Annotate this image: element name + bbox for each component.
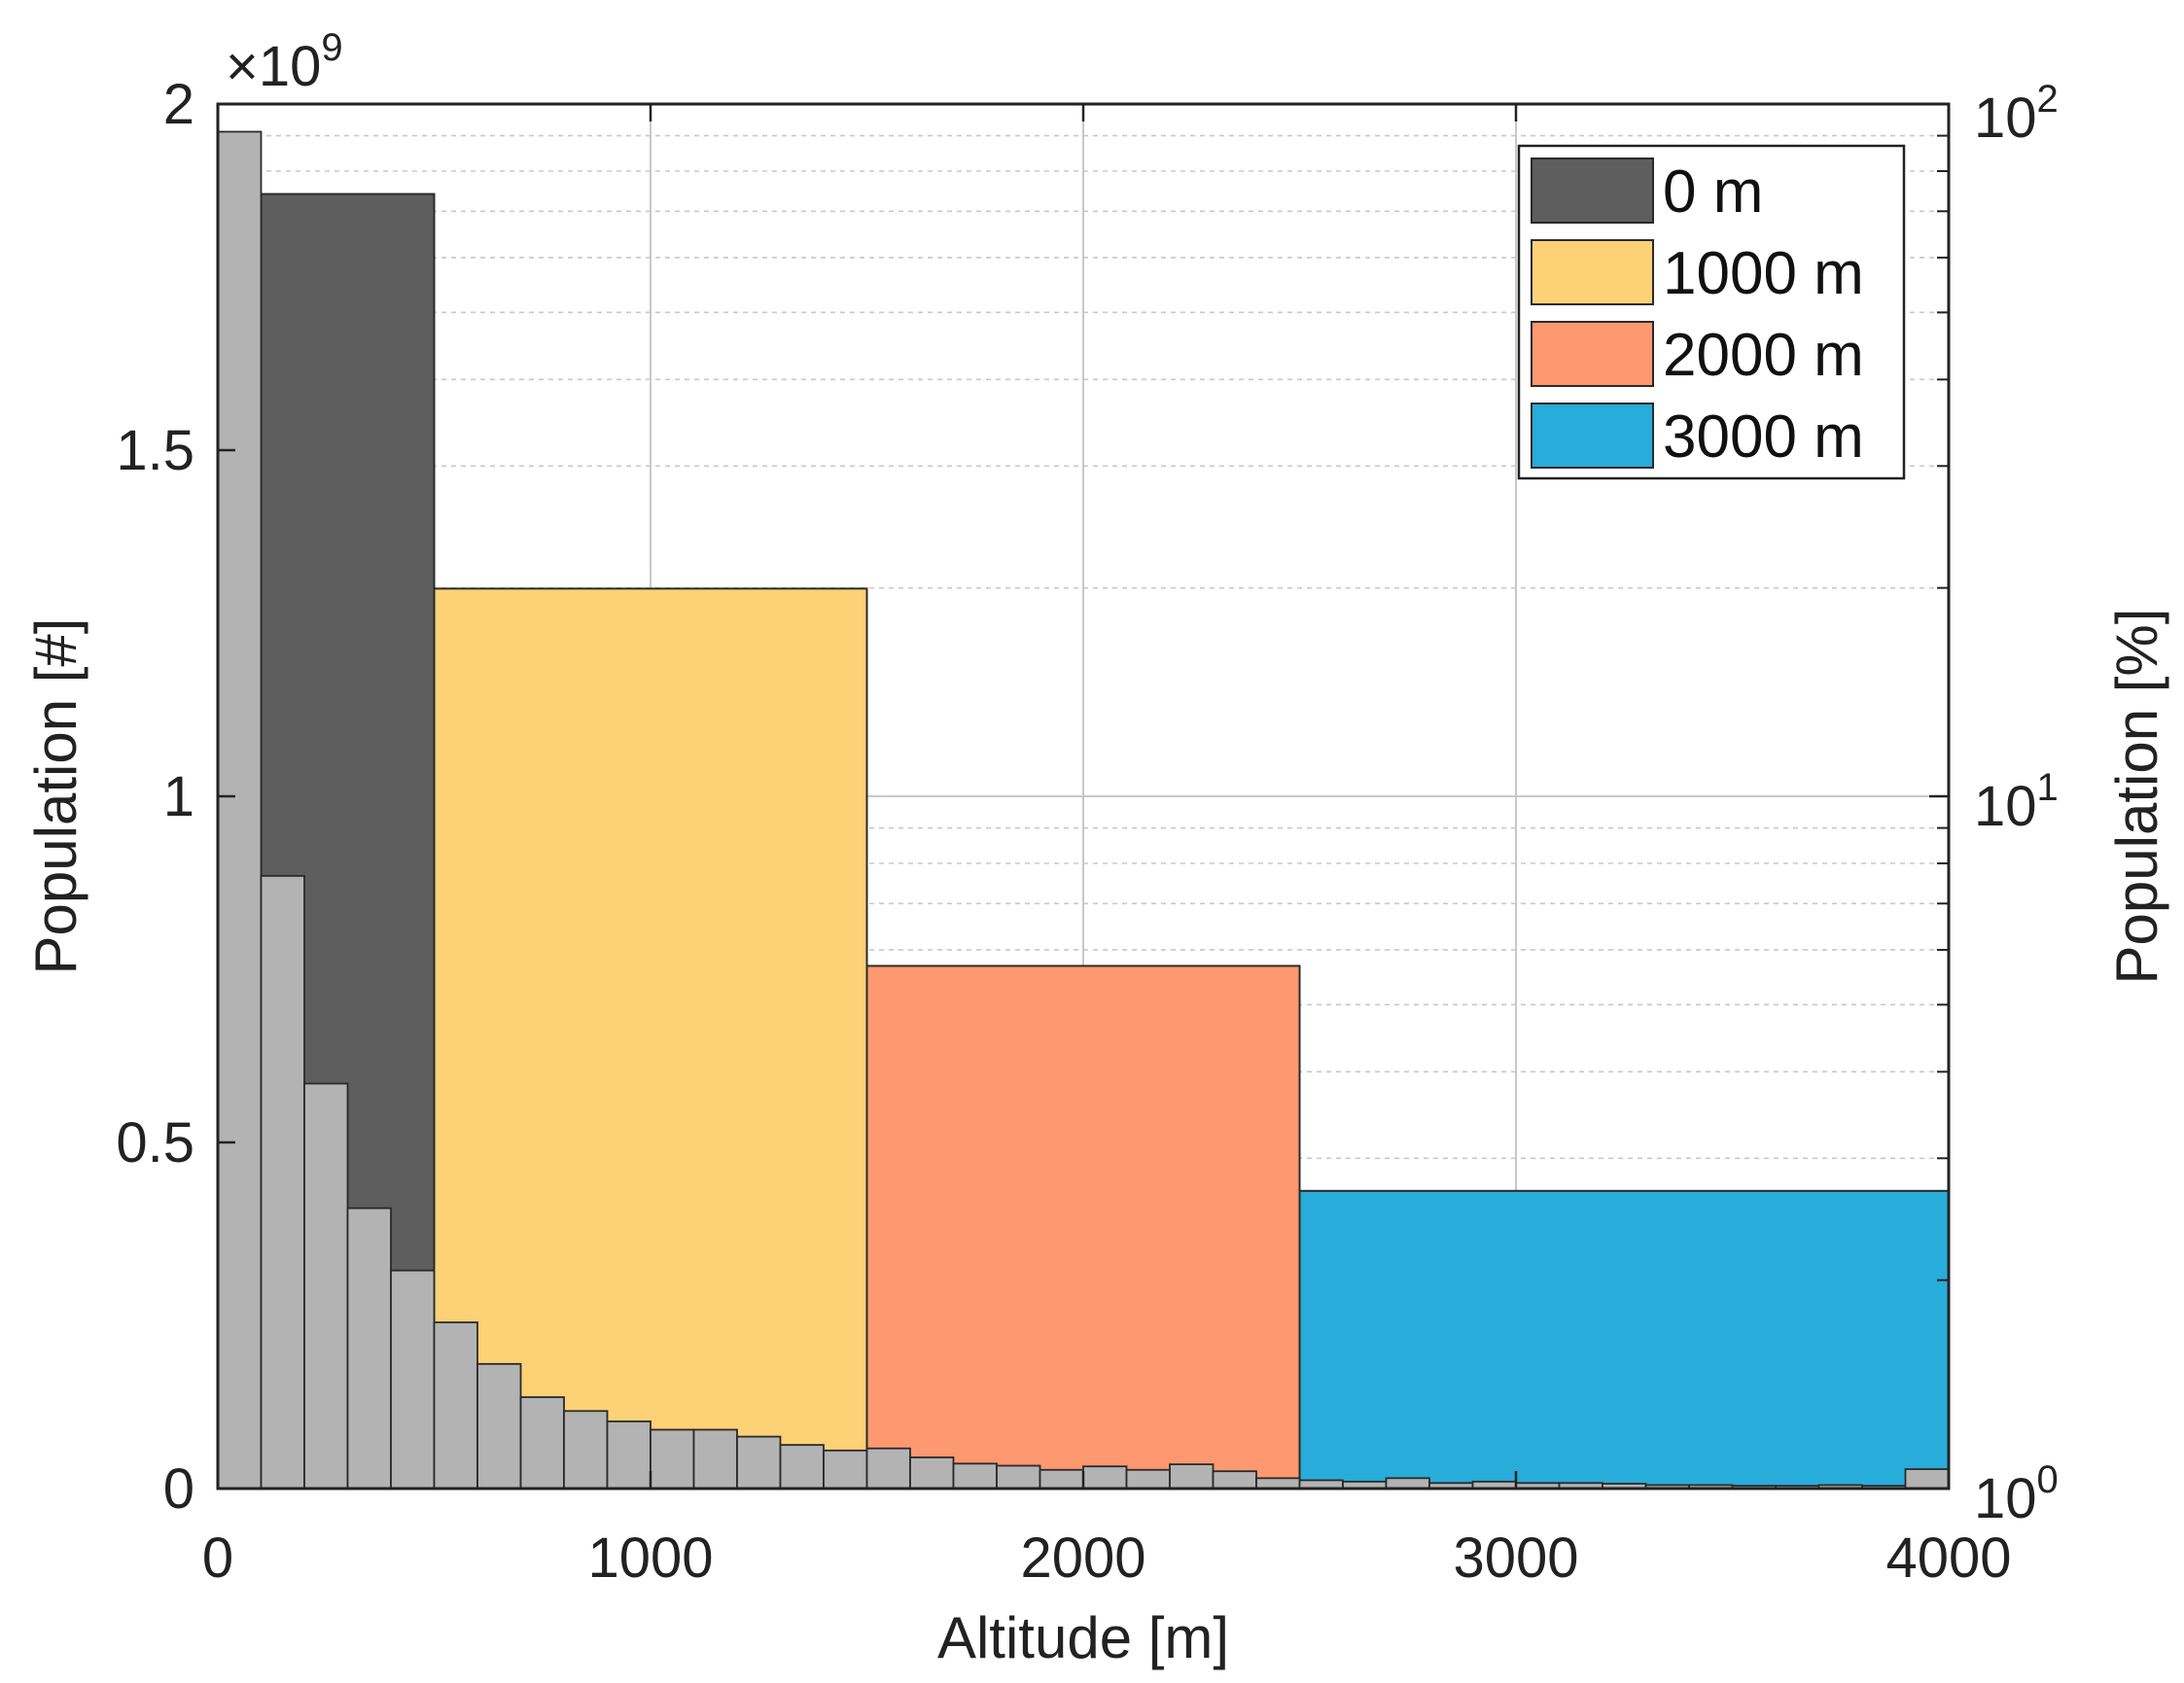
- y-tick-label: 2: [163, 73, 194, 136]
- legend-label-2000m: 2000 m: [1663, 322, 1864, 389]
- legend-label-3000m: 3000 m: [1663, 403, 1864, 471]
- histogram-bar: [823, 1449, 868, 1490]
- y-tick-label: 1.5: [116, 419, 194, 482]
- histogram-bar: [1385, 1477, 1430, 1490]
- histogram-bar: [476, 1362, 522, 1490]
- x-tick-label: 3000: [1453, 1526, 1578, 1590]
- right-y-tick-labels: 100 101 102: [1974, 78, 2059, 1530]
- band-bar-1000m: [433, 587, 868, 1490]
- legend: 0 m 1000 m 2000 m 3000 m: [1517, 144, 1906, 480]
- histogram-bar: [217, 130, 263, 1490]
- right-y-tick-label: 100: [1974, 1458, 2059, 1530]
- right-y-tick-label: 101: [1974, 766, 2059, 838]
- histogram-bars: [217, 130, 1950, 1490]
- altitude-band-bars: [260, 193, 1950, 1490]
- histogram-bar: [563, 1410, 609, 1490]
- histogram-bar: [519, 1396, 565, 1490]
- axis-ticks: [216, 102, 1951, 1490]
- legend-swatch-0m: [1531, 158, 1654, 224]
- x-tick-labels: 0 1000 2000 3000 4000: [202, 1526, 2012, 1590]
- x-tick-label: 1000: [587, 1526, 713, 1590]
- histogram-bar: [865, 1447, 911, 1490]
- histogram-bar: [390, 1269, 436, 1490]
- y-axis-multiplier: ×109: [226, 26, 343, 98]
- histogram-bar: [606, 1420, 652, 1490]
- y-axis-title: Population [#]: [23, 618, 88, 975]
- histogram-bar: [650, 1428, 695, 1490]
- right-y-axis-title: Population [%]: [2104, 609, 2169, 985]
- histogram-bar: [260, 874, 305, 1490]
- histogram-bar: [996, 1464, 1041, 1490]
- x-axis-title: Altitude [m]: [937, 1605, 1229, 1670]
- legend-swatch-3000m: [1531, 403, 1654, 469]
- histogram-bar: [1039, 1468, 1084, 1490]
- histogram-bar: [952, 1462, 998, 1490]
- band-bar-3000m: [1298, 1189, 1950, 1490]
- x-tick-label: 4000: [1885, 1526, 2011, 1590]
- histogram-bar: [433, 1321, 478, 1490]
- histogram-bar: [1125, 1468, 1171, 1490]
- y-tick-label: 0.5: [116, 1111, 194, 1175]
- y-tick-label: 1: [163, 765, 194, 828]
- legend-label-1000m: 1000 m: [1663, 240, 1864, 307]
- histogram-bar: [1904, 1468, 1950, 1490]
- histogram-bar: [1255, 1477, 1301, 1490]
- histogram-bar: [779, 1444, 825, 1490]
- histogram-bar: [346, 1207, 392, 1490]
- histogram-bar: [1169, 1463, 1215, 1490]
- histogram-bar: [692, 1428, 738, 1490]
- right-y-tick-label: 102: [1974, 78, 2059, 150]
- x-tick-label: 2000: [1020, 1526, 1145, 1590]
- legend-swatch-1000m: [1531, 239, 1654, 305]
- histogram-bar: [736, 1435, 782, 1490]
- y-tick-labels: 0 0.5 1 1.5 2: [116, 73, 194, 1521]
- band-bar-2000m: [865, 964, 1301, 1490]
- legend-swatch-2000m: [1531, 321, 1654, 387]
- histogram-bar: [909, 1456, 955, 1490]
- histogram-bar: [1082, 1465, 1128, 1490]
- legend-label-0m: 0 m: [1663, 158, 1763, 226]
- x-tick-label: 0: [202, 1526, 233, 1590]
- y-tick-label: 0: [163, 1457, 194, 1521]
- histogram-bar: [1212, 1470, 1257, 1490]
- histogram-bar: [303, 1082, 349, 1490]
